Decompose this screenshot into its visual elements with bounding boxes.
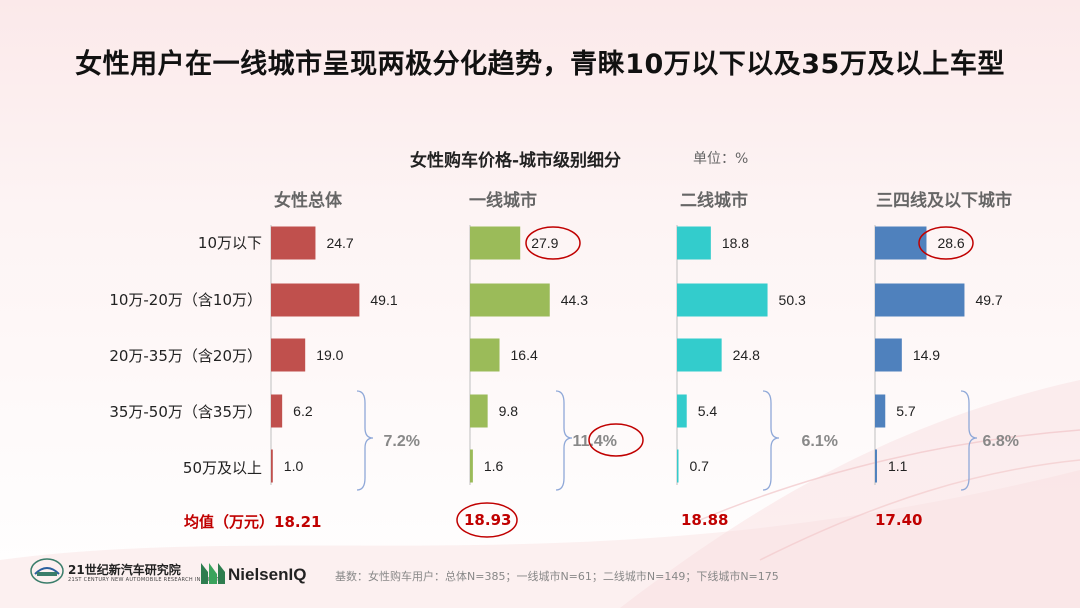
page-title: 女性用户在一线城市呈现两极分化趋势，青睐10万以下以及35万及以上车型 [75, 49, 1005, 80]
category-label: 20万-35万（含20万） [109, 347, 262, 365]
data-label: 28.6 [937, 235, 964, 251]
average-tier1: 18.93 [464, 511, 512, 529]
bracket [762, 390, 780, 491]
bar [677, 226, 711, 260]
nielsen-wordmark: NielsenIQ [228, 565, 307, 584]
bracket-total-label: 11.4% [573, 433, 617, 450]
research-institute-logo: 21世纪新汽车研究院 21ST CENTURY NEW AUTOMOBILE R… [30, 557, 223, 589]
highlight-circle [456, 502, 518, 538]
bar [470, 338, 500, 372]
data-label: 44.3 [561, 292, 588, 308]
highlight-circle [525, 226, 581, 260]
average-overall: 均值（万元）18.21 [184, 513, 322, 531]
bar [271, 449, 273, 483]
average-tier2: 18.88 [681, 511, 729, 529]
data-label: 24.7 [326, 235, 353, 251]
category-label: 35万-50万（含35万） [109, 403, 262, 421]
data-label: 1.1 [888, 458, 908, 474]
bar [875, 394, 886, 428]
data-label: 49.7 [975, 292, 1002, 308]
bracket-total-label: 6.1% [802, 433, 838, 450]
bar [875, 283, 965, 317]
bar [470, 283, 550, 317]
bar [271, 394, 283, 428]
data-label: 27.9 [531, 235, 558, 251]
bar [677, 338, 722, 372]
research-institute-name: 21世纪新汽车研究院 [68, 563, 181, 577]
bracket-total-label: 7.2% [384, 433, 420, 450]
bar [875, 449, 877, 483]
panel-header-tier2: 二线城市 [680, 191, 748, 211]
nielsen-mark-icon [201, 563, 225, 584]
research-institute-subtitle: 21ST CENTURY NEW AUTOMOBILE RESEARCH INS… [68, 577, 224, 583]
bracket [960, 390, 978, 491]
data-label: 1.0 [284, 458, 304, 474]
highlight-circle [918, 226, 974, 260]
bar [875, 226, 927, 260]
bracket [555, 390, 573, 491]
panel-header-tier1: 一线城市 [469, 191, 537, 211]
panel-header-tier3: 三四线及以下城市 [876, 191, 1012, 211]
car-emblem-icon [30, 558, 64, 584]
footer-note: 基数：女性购车用户：总体N=385；一线城市N=61；二线城市N=149；下线城… [335, 570, 779, 583]
panel-header-overall: 女性总体 [274, 191, 342, 211]
data-label: 18.8 [722, 235, 749, 251]
nielseniq-logo: NielsenIQ [200, 560, 306, 590]
bracket [356, 390, 374, 491]
category-label: 50万及以上 [182, 459, 262, 477]
category-label: 10万-20万（含10万） [109, 291, 262, 309]
data-label: 9.8 [499, 403, 519, 419]
bar [875, 338, 902, 372]
category-label: 10万以下 [197, 234, 262, 252]
bar [470, 226, 521, 260]
data-label: 5.4 [698, 403, 718, 419]
bar [271, 283, 360, 317]
data-label: 49.1 [370, 292, 397, 308]
bar [470, 394, 488, 428]
data-label: 24.8 [733, 347, 760, 363]
data-label: 1.6 [484, 458, 504, 474]
highlight-circle [588, 423, 644, 457]
bar [677, 449, 679, 483]
data-label: 19.0 [316, 347, 343, 363]
bar [271, 338, 306, 372]
data-label: 6.2 [293, 403, 313, 419]
unit-label: 单位：% [693, 151, 749, 167]
chart-title: 女性购车价格-城市级别细分 [410, 151, 622, 171]
bracket-total-label: 6.8% [983, 433, 1019, 450]
average-tier3: 17.40 [875, 511, 923, 529]
bar [271, 226, 316, 260]
data-label: 0.7 [690, 458, 710, 474]
data-label: 5.7 [896, 403, 916, 419]
bar [470, 449, 473, 483]
bar [677, 283, 768, 317]
data-label: 50.3 [779, 292, 806, 308]
data-label: 14.9 [913, 347, 940, 363]
bar [677, 394, 687, 428]
data-label: 16.4 [511, 347, 538, 363]
